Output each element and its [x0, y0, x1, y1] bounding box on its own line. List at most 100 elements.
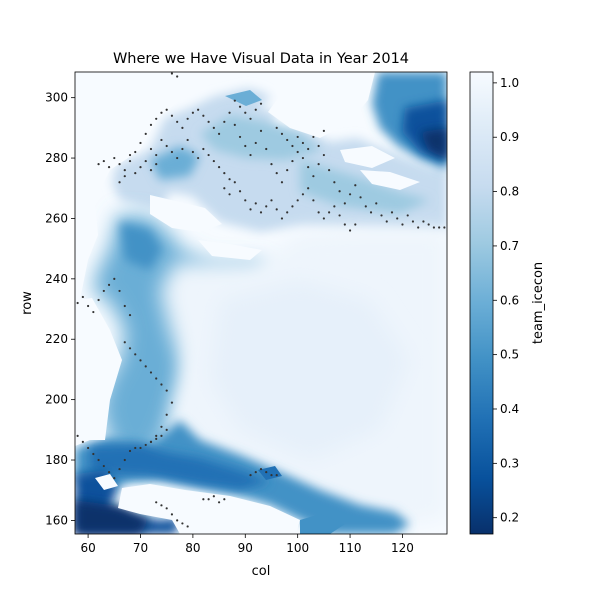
visual-data-point [265, 205, 268, 208]
visual-data-point [354, 223, 357, 226]
visual-data-point [160, 434, 163, 437]
visual-data-point [217, 501, 221, 504]
visual-data-points [76, 72, 446, 528]
visual-data-point [123, 169, 126, 172]
visual-data-point [155, 501, 158, 504]
visual-data-point [333, 181, 336, 184]
visual-data-point [223, 120, 226, 123]
visual-data-point [181, 522, 184, 525]
visual-data-point [202, 498, 205, 501]
visual-data-point [207, 120, 210, 123]
visual-data-point [160, 383, 163, 386]
visual-data-point [270, 162, 273, 166]
visual-data-point [176, 519, 179, 522]
visual-data-point [155, 437, 158, 440]
visual-data-point [396, 217, 399, 220]
visual-data-point [160, 138, 163, 142]
visual-data-point [270, 474, 273, 477]
visual-data-point [123, 175, 126, 178]
colorbar-tick-label: 0.5 [500, 348, 519, 362]
visual-data-point [81, 295, 84, 299]
visual-data-point [97, 298, 100, 302]
visual-data-point [265, 147, 268, 151]
visual-data-point [259, 102, 263, 105]
visual-data-point [406, 214, 409, 217]
visual-data-point [307, 166, 310, 169]
visual-data-point [244, 144, 247, 148]
colorbar-axis: 0.2 0.3 0.4 0.5 0.6 0.7 0.8 0.9 1.0 [493, 76, 519, 525]
visual-data-point [176, 156, 179, 160]
visual-data-point [286, 169, 289, 172]
visual-data-point [107, 166, 111, 169]
visual-data-point [254, 202, 257, 205]
visual-data-point [312, 199, 315, 202]
visual-data-point [128, 347, 132, 350]
visual-data-point [202, 147, 205, 151]
visual-data-point [207, 153, 210, 157]
visual-data-point [259, 211, 263, 214]
visual-data-point [165, 413, 168, 416]
x-tick-label: 110 [339, 541, 362, 555]
visual-data-point [359, 196, 362, 199]
visual-data-point [102, 159, 105, 163]
visual-data-point [275, 172, 278, 175]
visual-data-point [170, 114, 174, 117]
visual-data-point [270, 199, 273, 202]
visual-data-point [259, 467, 263, 471]
visual-data-point [328, 211, 331, 214]
chart-title: Where we Have Visual Data in Year 2014 [113, 51, 409, 67]
y-tick-label: 280 [45, 151, 68, 165]
visual-data-point [191, 150, 194, 154]
visual-data-point [128, 153, 132, 157]
colorbar-label: team_icecon [531, 262, 546, 344]
visual-data-point [165, 144, 168, 148]
visual-data-point [118, 289, 121, 293]
visual-data-point [134, 150, 137, 154]
visual-data-point [139, 166, 142, 169]
visual-data-point [113, 277, 116, 280]
visual-data-point [139, 141, 142, 145]
visual-data-point [307, 147, 310, 151]
visual-data-point [197, 108, 200, 111]
x-tick-label: 60 [80, 541, 95, 555]
colorbar-tick-label: 0.8 [500, 185, 519, 199]
visual-data-point [317, 211, 320, 214]
visual-data-point [123, 341, 126, 344]
visual-data-point [191, 111, 194, 114]
x-tick-label: 100 [286, 541, 309, 555]
visual-data-point [202, 114, 205, 117]
visual-data-point [176, 75, 179, 78]
visual-data-point [217, 166, 221, 169]
visual-data-point [296, 199, 299, 202]
visual-data-point [338, 190, 341, 193]
visual-data-point [411, 220, 415, 223]
visual-data-point [128, 449, 132, 453]
visual-data-point [160, 111, 163, 114]
visual-data-point [223, 187, 226, 190]
y-tick-label: 180 [45, 453, 68, 467]
visual-data-point [296, 150, 299, 154]
visual-data-point [139, 359, 142, 362]
visual-data-point [375, 202, 378, 205]
visual-data-point [275, 474, 278, 477]
visual-data-point [165, 389, 168, 392]
visual-data-point [144, 443, 147, 447]
visual-data-point [81, 440, 84, 444]
visual-data-point [364, 205, 367, 208]
visual-data-point [149, 147, 153, 151]
visual-data-point [149, 169, 153, 172]
x-axis-label: col [252, 564, 271, 579]
colorbar-tick-label: 0.6 [500, 293, 519, 307]
visual-data-point [181, 126, 184, 129]
visual-data-point [149, 440, 153, 444]
visual-data-point [223, 172, 226, 175]
visual-data-point [286, 138, 289, 142]
visual-data-point [280, 132, 284, 136]
visual-data-point [123, 304, 126, 308]
visual-data-point [233, 99, 236, 102]
visual-data-point [155, 117, 158, 120]
visual-data-point [149, 123, 153, 126]
colorbar-tick-label: 0.4 [500, 402, 519, 416]
